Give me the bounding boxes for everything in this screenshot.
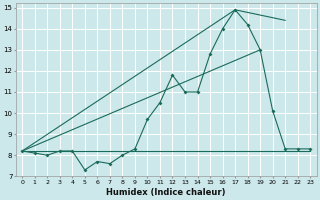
X-axis label: Humidex (Indice chaleur): Humidex (Indice chaleur)	[107, 188, 226, 197]
